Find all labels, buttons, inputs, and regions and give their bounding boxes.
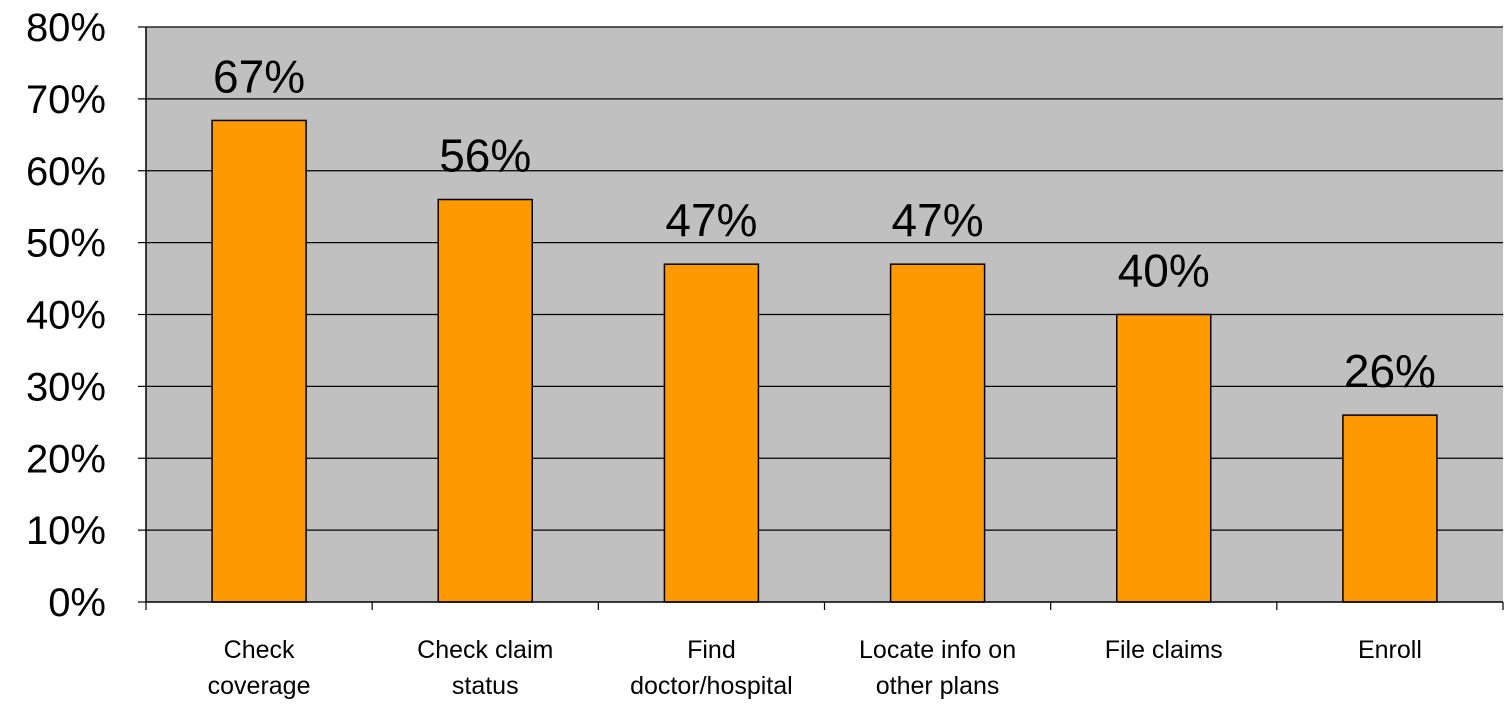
gridlines [146, 26, 1503, 531]
y-tick-label: 40% [26, 294, 106, 338]
x-tick-label: Check claim status [417, 636, 553, 700]
x-tick-label-line: doctor/hospital [630, 672, 793, 700]
x-tick-label-line: status [452, 672, 519, 700]
x-tick-label-line: Check [224, 636, 295, 664]
axes [138, 26, 1504, 610]
data-label: 40% [1118, 245, 1210, 297]
y-tick-label: 20% [26, 437, 106, 481]
bar [211, 119, 307, 603]
x-tick-label: File claims [1105, 636, 1223, 664]
x-tick-label-line: other plans [876, 672, 1000, 700]
bar [437, 198, 533, 603]
x-tick-label-line: File claims [1105, 636, 1223, 664]
x-tick-label-line: Enroll [1358, 636, 1422, 664]
x-tick-label: Enroll [1358, 636, 1422, 664]
bar [889, 263, 986, 603]
data-label: 67% [213, 50, 305, 102]
data-label: 47% [665, 194, 757, 246]
x-tick-label-line: Check claim [417, 636, 553, 664]
x-tick-label: Locate info on other plans [859, 636, 1016, 700]
y-tick-label: 30% [26, 365, 106, 409]
x-tick-label-line: Find [687, 636, 736, 664]
x-tick-label: Find doctor/hospital [630, 636, 793, 700]
data-label: 26% [1344, 345, 1436, 397]
y-tick-label: 60% [26, 150, 106, 194]
bars [211, 119, 1438, 603]
y-tick-label: 10% [26, 509, 106, 553]
x-tick-label: Check coverage [208, 636, 311, 700]
y-tick-label: 70% [26, 78, 106, 122]
bar [1116, 313, 1212, 603]
bar [663, 263, 760, 603]
data-label: 47% [892, 194, 984, 246]
data-labels: 67% 56% 47% 47% 40% 26% [213, 50, 1436, 397]
y-tick-label: 80% [26, 6, 106, 50]
bar [1342, 414, 1438, 603]
y-tick-label: 50% [26, 222, 106, 266]
data-label: 56% [439, 130, 531, 182]
x-tick-labels: Check coverage Check claim status Find doctor… [208, 636, 1422, 700]
x-tick-label-line: Locate info on [859, 636, 1016, 664]
y-tick-labels: 0% 10% 20% 30% 40% 50% 60% 70% 80% [26, 6, 106, 625]
y-tick-label: 0% [48, 581, 106, 625]
x-tick-label-line: coverage [208, 672, 311, 700]
